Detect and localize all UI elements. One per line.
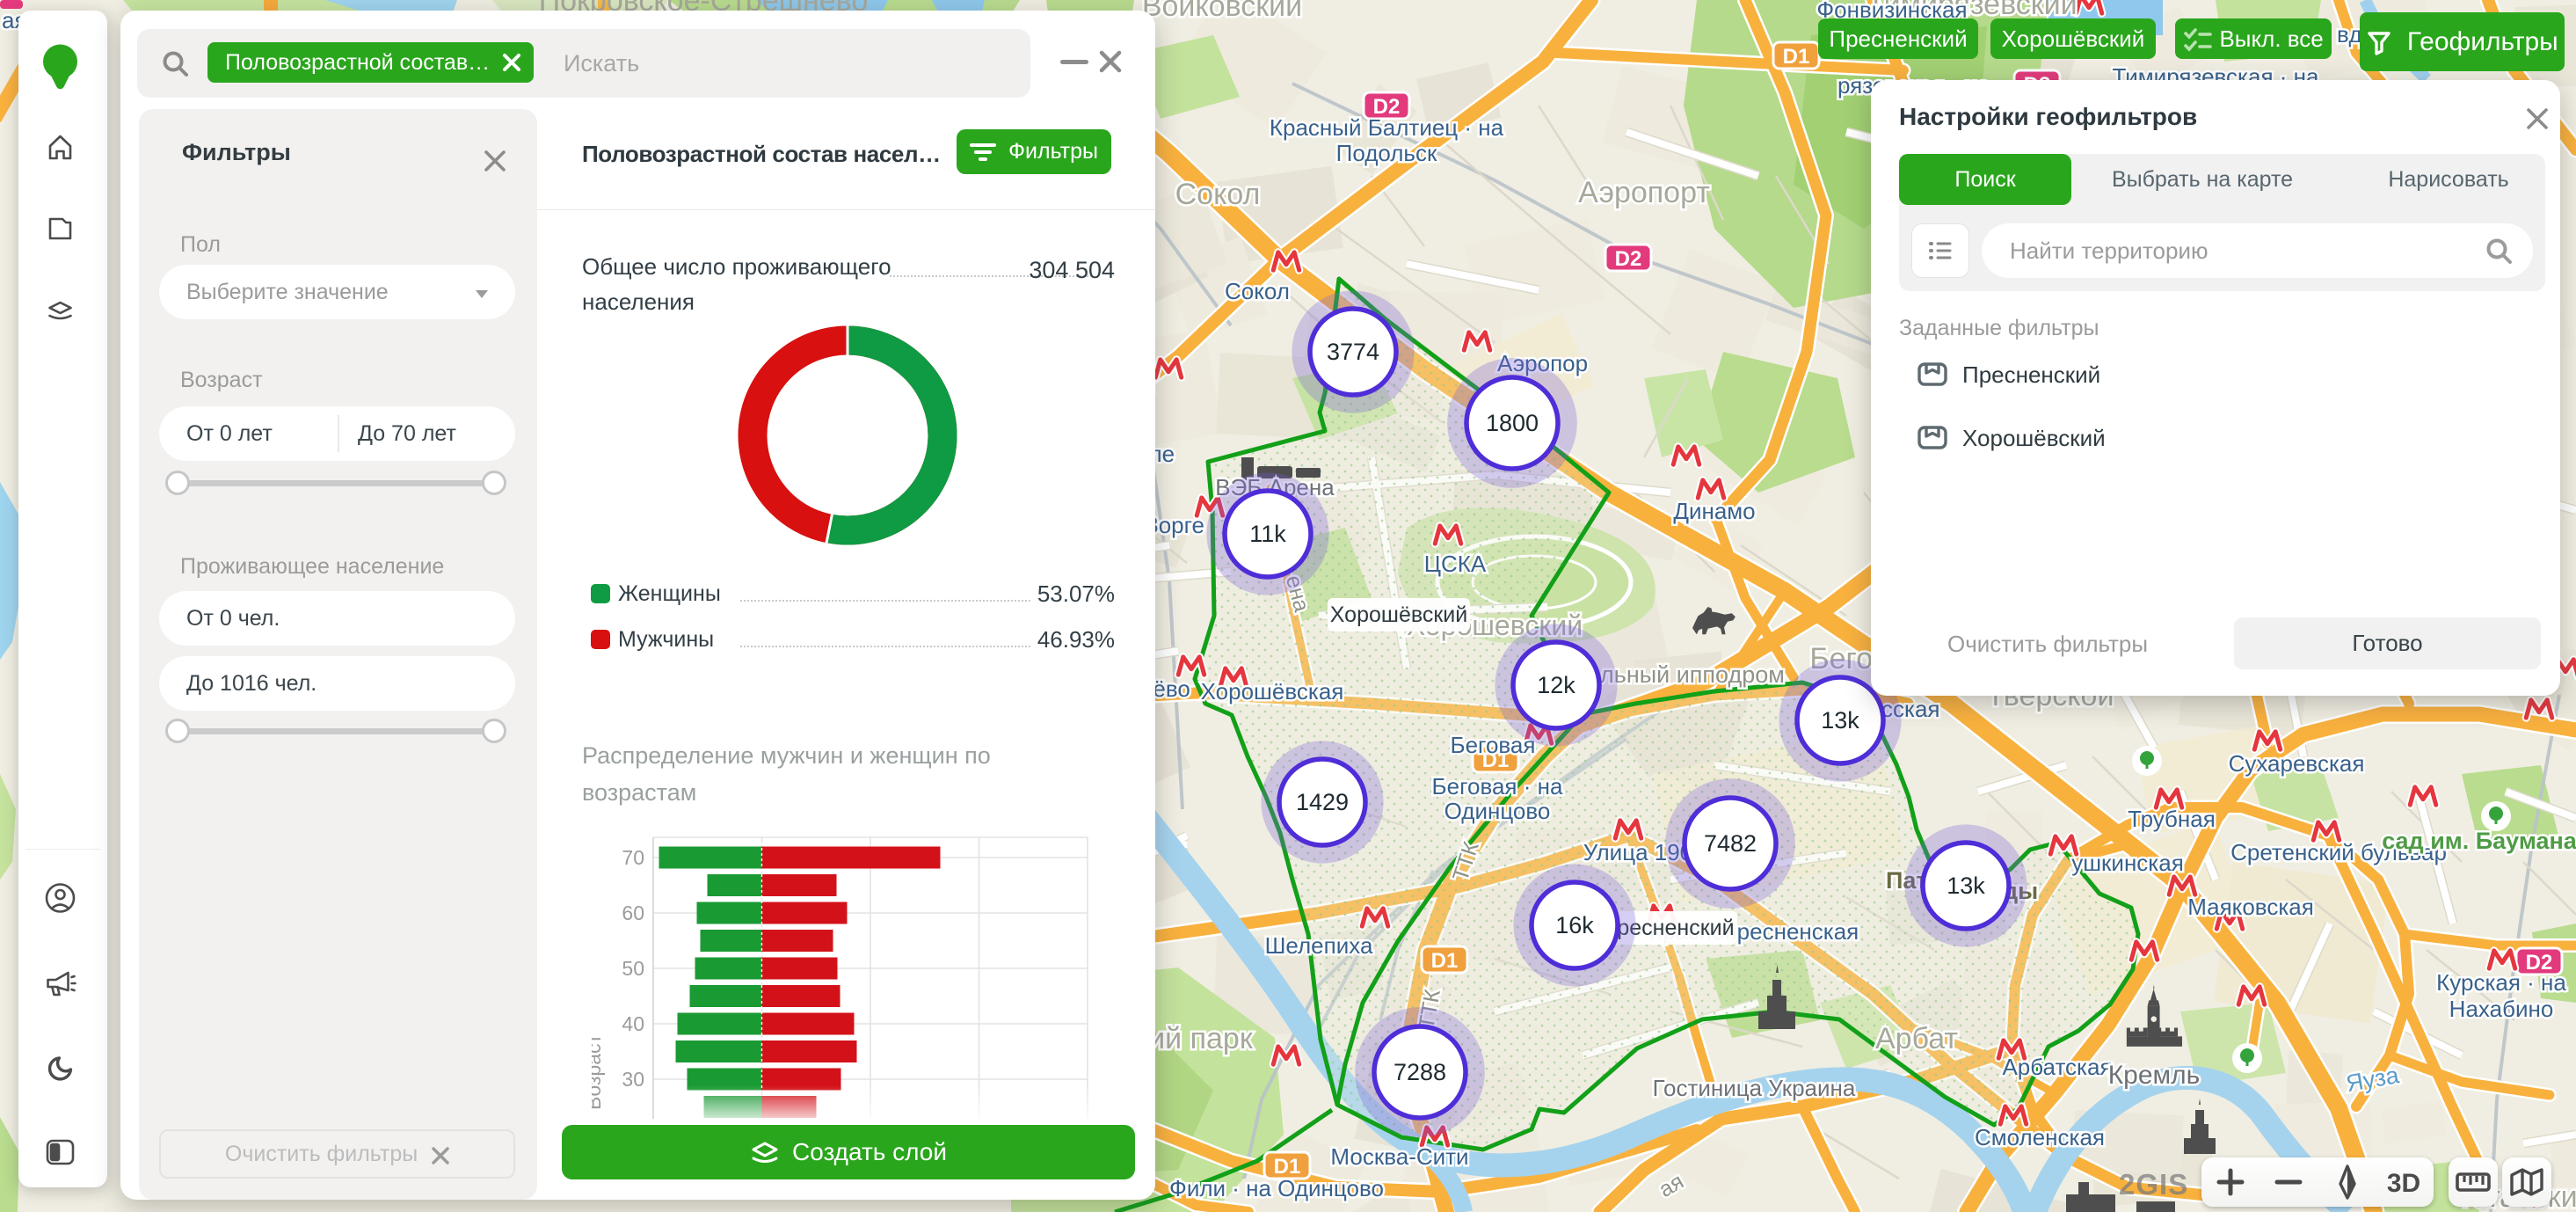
svg-text:7288: 7288 (1394, 1059, 1446, 1085)
svg-text:сад им. Баумана: сад им. Баумана (2382, 828, 2576, 854)
svg-text:11k: 11k (1249, 521, 1286, 547)
svg-text:D1: D1 (1783, 45, 1810, 69)
svg-text:40: 40 (622, 1012, 644, 1035)
svg-text:Аэропорт: Аэропорт (1578, 176, 1710, 209)
svg-text:50: 50 (622, 957, 644, 980)
svg-text:Хорошёвский: Хорошёвский (1330, 602, 1467, 627)
svg-text:1800: 1800 (1486, 410, 1539, 436)
svg-text:Сокол: Сокол (1225, 278, 1290, 304)
svg-text:1429: 1429 (1296, 789, 1349, 815)
svg-text:Подольск: Подольск (1336, 140, 1437, 166)
svg-text:7482: 7482 (1704, 830, 1757, 857)
svg-text:Арбат: Арбат (1875, 1022, 1958, 1055)
svg-text:Пресненский: Пресненский (1601, 916, 1734, 940)
svg-text:Беговая: Беговая (1451, 732, 1536, 758)
svg-text:Одинцово: Одинцово (1444, 798, 1551, 824)
svg-text:D1: D1 (1431, 949, 1459, 973)
svg-text:30: 30 (622, 1068, 644, 1091)
svg-text:Сретенский бульвар: Сретенский бульвар (2230, 839, 2447, 865)
svg-text:Сокол: Сокол (1175, 178, 1261, 211)
svg-text:13k: 13k (1947, 872, 1985, 899)
svg-text:D2: D2 (1373, 95, 1401, 119)
svg-text:Войковский: Войковский (1142, 0, 1302, 23)
svg-text:Смоленская: Смоленская (1975, 1124, 2105, 1150)
svg-text:Шелепиха: Шелепиха (1265, 932, 1373, 959)
svg-text:Кремль: Кремль (2108, 1061, 2201, 1090)
svg-text:ена: ена (1281, 573, 1314, 615)
svg-text:Беговая · на: Беговая · на (1432, 773, 1563, 799)
svg-text:3774: 3774 (1327, 339, 1379, 365)
svg-text:ушкинская: ушкинская (2071, 850, 2184, 876)
svg-text:D2: D2 (2526, 951, 2553, 975)
svg-text:70: 70 (622, 846, 644, 869)
svg-text:D1: D1 (1482, 748, 1510, 772)
svg-text:Трубная: Трубная (2128, 806, 2216, 832)
svg-text:Красный Балтиец · на: Красный Балтиец · на (1270, 114, 1504, 141)
svg-text:Нахабино: Нахабино (2449, 996, 2554, 1022)
svg-text:3D: 3D (2387, 1169, 2420, 1198)
svg-text:60: 60 (622, 902, 644, 924)
svg-text:Гостиница Украина: Гостиница Украина (1653, 1075, 1856, 1101)
svg-text:D2: D2 (1615, 247, 1642, 271)
svg-text:Сухаревская: Сухаревская (2229, 750, 2365, 777)
svg-text:Курская · на: Курская · на (2436, 969, 2566, 996)
svg-text:Аэропор: Аэропор (1497, 350, 1588, 376)
svg-text:13k: 13k (1821, 707, 1859, 734)
svg-text:сская: сская (1881, 696, 1940, 722)
svg-text:Фили · на Одинцово: Фили · на Одинцово (1169, 1175, 1384, 1201)
svg-text:Хорошёвская: Хорошёвская (1201, 678, 1344, 705)
svg-text:16k: 16k (1555, 912, 1594, 938)
svg-text:Москва-Сити: Москва-Сити (1330, 1143, 1468, 1170)
svg-text:Арбатская: Арбатская (2002, 1054, 2112, 1080)
svg-text:12k: 12k (1537, 672, 1575, 698)
svg-text:Маяковская: Маяковская (2187, 894, 2314, 920)
svg-text:льный ипподром: льный ипподром (1600, 661, 1785, 688)
svg-text:ЦСКА: ЦСКА (1424, 551, 1487, 577)
svg-text:D1: D1 (1274, 1155, 1301, 1179)
svg-text:Динамо: Динамо (1673, 498, 1755, 524)
svg-text:Возраст: Возраст (592, 1033, 605, 1110)
